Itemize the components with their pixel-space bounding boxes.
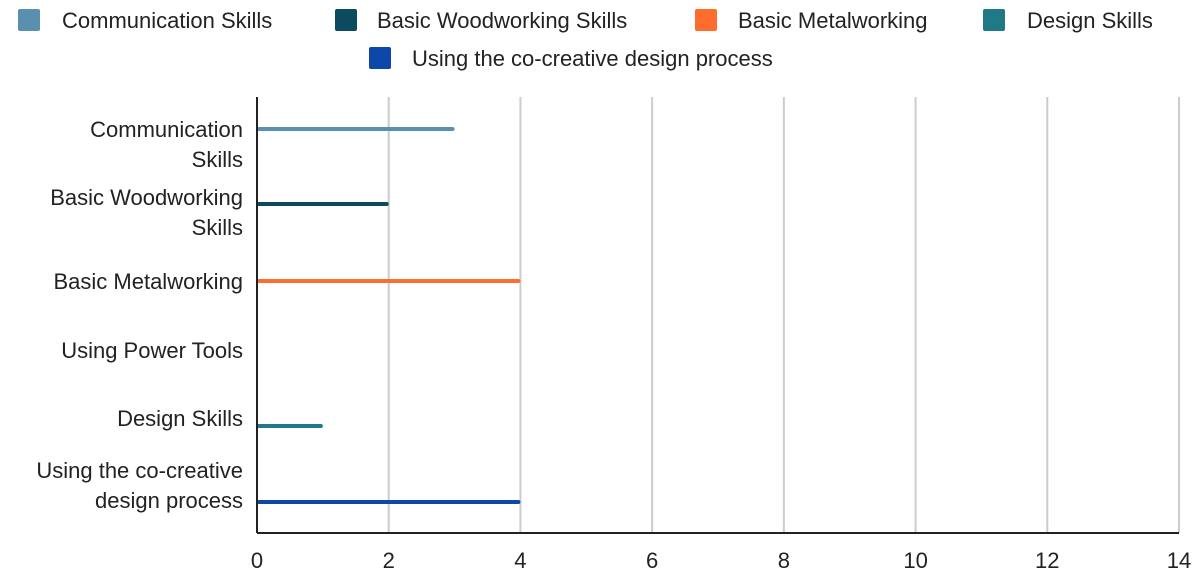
x-tick-label: 12 [1035, 548, 1059, 573]
legend-swatch [369, 47, 391, 69]
category-label: Basic Woodworking [50, 185, 243, 210]
category-label: design process [95, 488, 243, 513]
legend-label: Basic Woodworking Skills [377, 8, 627, 33]
legend-label: Using the co-creative design process [412, 46, 773, 71]
x-tick-labels: 0 2 4 6 8 10 12 14 [251, 548, 1191, 573]
x-tick-label: 0 [251, 548, 263, 573]
category-label: Using Power Tools [61, 338, 243, 363]
bar [257, 424, 323, 428]
category-label: Skills [192, 147, 243, 172]
bar [257, 202, 389, 206]
bar [257, 279, 521, 283]
category-label: Basic Metalworking [53, 269, 243, 294]
category-label: Skills [192, 215, 243, 240]
x-tick-label: 10 [903, 548, 927, 573]
category-labels: Communication Skills Basic Woodworking Skil… [36, 117, 243, 513]
x-tick-label: 2 [383, 548, 395, 573]
legend-swatch [695, 9, 717, 31]
category-label: Design Skills [117, 406, 243, 431]
legend-label: Design Skills [1027, 8, 1153, 33]
category-label: Using the co-creative [36, 458, 243, 483]
legend-label: Basic Metalworking [738, 8, 928, 33]
legend-swatch [335, 9, 357, 31]
bar [257, 500, 521, 504]
legend-swatch [18, 9, 40, 31]
legend-label: Communication Skills [62, 8, 272, 33]
x-tick-label: 4 [514, 548, 526, 573]
bar [257, 127, 455, 131]
x-tick-label: 6 [646, 548, 658, 573]
category-label: Communication [90, 117, 243, 142]
gridlines [387, 97, 1180, 533]
axes [256, 97, 1179, 534]
x-tick-label: 8 [778, 548, 790, 573]
legend: Communication Skills Basic Woodworking Sk… [18, 8, 1153, 71]
bars [257, 127, 521, 504]
legend-swatch [983, 9, 1005, 31]
x-tick-label: 14 [1167, 548, 1191, 573]
